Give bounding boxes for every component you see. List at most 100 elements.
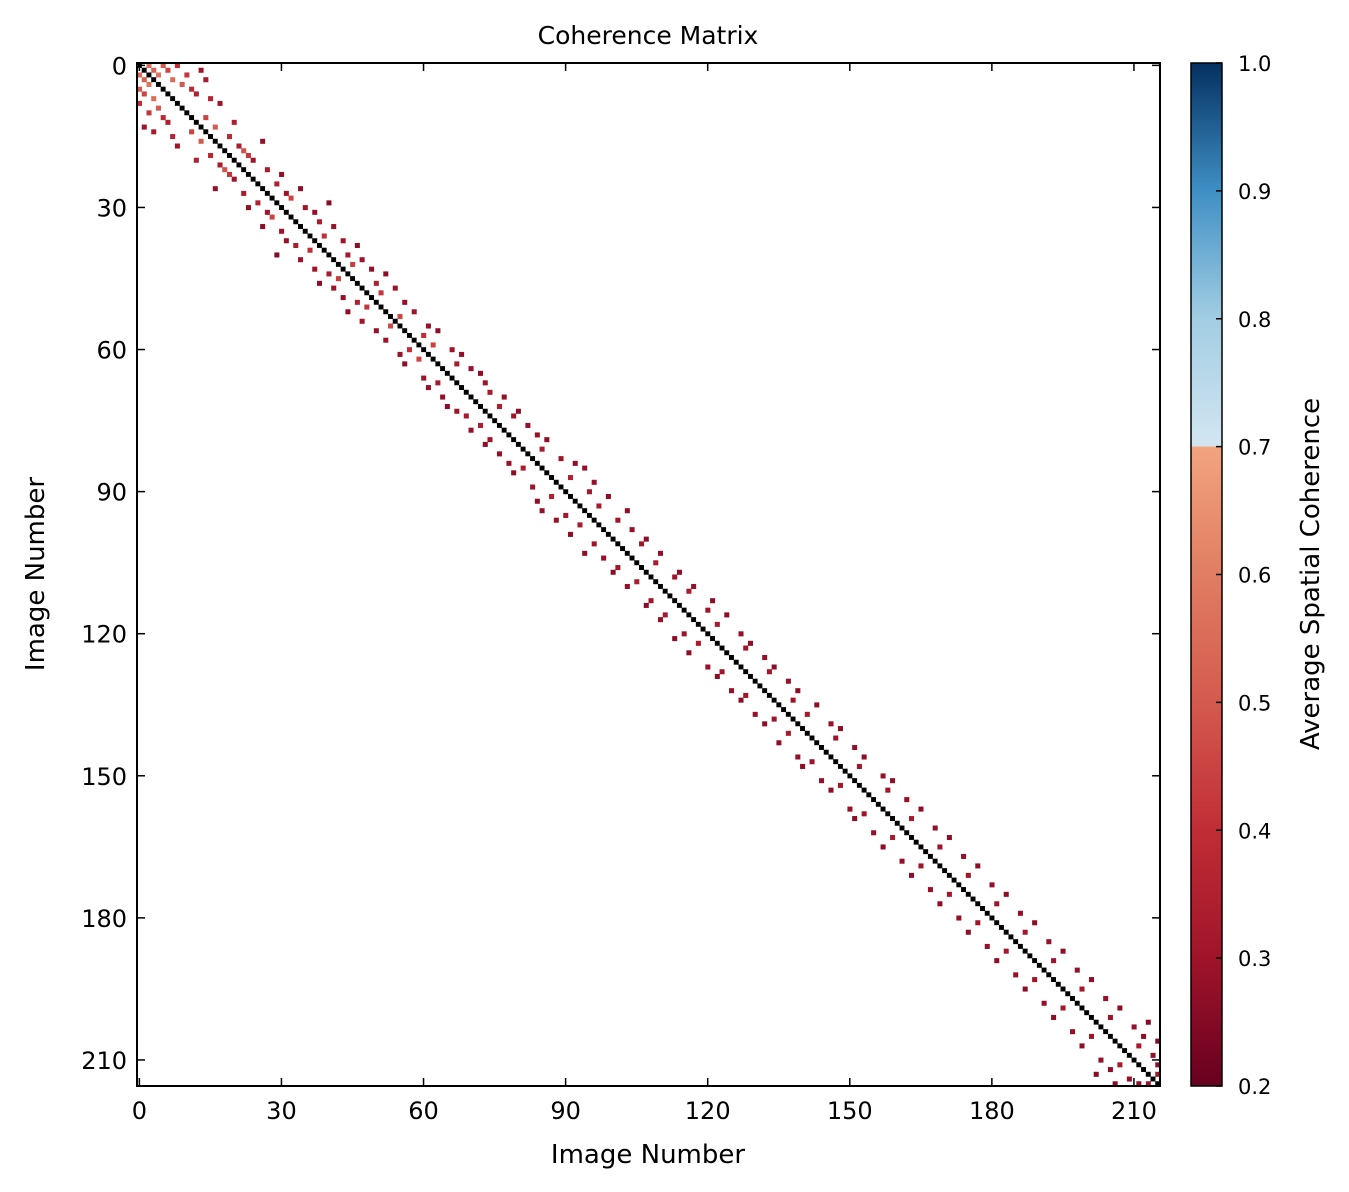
diagonal-cell xyxy=(549,475,554,480)
heatmap-cell xyxy=(459,351,465,357)
heatmap-cell xyxy=(189,129,195,135)
diagonal-cell xyxy=(241,167,247,173)
diagonal-cell xyxy=(151,77,157,83)
heatmap-cell xyxy=(577,522,583,528)
diagonal-cell xyxy=(184,110,190,116)
heatmap-cell xyxy=(222,167,228,173)
x-tick-label: 210 xyxy=(1111,1097,1157,1125)
x-tick-label: 90 xyxy=(550,1097,581,1125)
diagonal-cell xyxy=(1027,953,1033,959)
heatmap-cell xyxy=(170,77,176,83)
diagonal-cell xyxy=(856,782,862,788)
heatmap-cell xyxy=(316,219,323,225)
diagonal-cell xyxy=(1098,1024,1104,1030)
heatmap-cell xyxy=(994,901,1000,907)
heatmap-cell xyxy=(402,361,408,367)
heatmap-cell xyxy=(350,261,356,267)
diagonal-cell xyxy=(890,816,895,821)
diagonal-cell xyxy=(288,214,294,220)
heatmap-cell xyxy=(785,730,791,736)
heatmap-cell xyxy=(572,460,578,466)
heatmap-cell xyxy=(965,872,971,878)
diagonal-cell xyxy=(980,906,985,911)
heatmap-cell xyxy=(137,86,143,92)
heatmap-cell xyxy=(496,451,502,457)
heatmap-cell xyxy=(141,91,147,97)
heatmap-cell xyxy=(406,347,412,353)
heatmap-cell xyxy=(388,323,394,329)
heatmap-cell xyxy=(672,574,678,580)
heatmap-cell xyxy=(340,238,346,244)
diagonal-cell xyxy=(525,451,531,457)
heatmap-cell xyxy=(946,891,952,897)
heatmap-cell xyxy=(198,138,204,144)
heatmap-cell xyxy=(956,915,962,921)
diagonal-cell xyxy=(496,422,502,428)
diagonal-cell xyxy=(1065,991,1071,997)
heatmap-cell xyxy=(776,740,782,746)
heatmap-cell xyxy=(961,853,967,859)
heatmap-cell xyxy=(861,811,867,817)
heatmap-cell xyxy=(392,285,398,291)
heatmap-cell xyxy=(146,63,152,69)
x-tick-label: 120 xyxy=(685,1097,731,1125)
heatmap-cell xyxy=(468,427,474,433)
heatmap-cell xyxy=(151,129,157,135)
heatmap-cell xyxy=(326,200,332,206)
heatmap-cell xyxy=(1112,1081,1118,1087)
heatmap-cell xyxy=(676,569,682,575)
chart-title: Coherence Matrix xyxy=(538,21,759,50)
heatmap-cell xyxy=(544,437,550,443)
diagonal-cell xyxy=(435,361,441,367)
heatmap-cell xyxy=(160,63,166,69)
heatmap-cell xyxy=(686,650,692,656)
heatmap-cell xyxy=(605,493,611,500)
heatmap-cell xyxy=(1145,1019,1151,1025)
heatmap-cell xyxy=(208,152,214,159)
heatmap-cell xyxy=(558,456,564,462)
heatmap-cell xyxy=(245,205,251,211)
diagonal-cell xyxy=(823,749,829,755)
diagonal-cell xyxy=(388,314,393,319)
colorbar-tick-label: 0.3 xyxy=(1238,947,1271,971)
heatmap-cell xyxy=(1074,967,1080,973)
heatmap-cell xyxy=(1107,1067,1113,1073)
heatmap-cell xyxy=(1060,1005,1066,1011)
diagonal-cell xyxy=(1060,986,1066,992)
diagonal-cell xyxy=(1107,1033,1113,1039)
diagonal-cell xyxy=(757,683,763,689)
heatmap-cell xyxy=(643,602,649,608)
y-tick-label: 150 xyxy=(81,763,127,791)
heatmap-cell xyxy=(425,385,431,391)
diagonal-cell xyxy=(316,242,322,248)
heatmap-cell xyxy=(591,479,597,485)
heatmap-cell xyxy=(762,655,768,661)
heatmap-cell xyxy=(378,290,384,296)
diagonal-cell xyxy=(837,763,843,769)
heatmap-cell xyxy=(837,782,843,788)
diagonal-cell xyxy=(1017,943,1023,949)
diagonal-cell xyxy=(591,517,597,523)
heatmap-cells xyxy=(137,63,1161,1087)
diagonal-cell xyxy=(553,479,559,485)
heatmap-cell xyxy=(454,408,460,414)
diagonal-cell xyxy=(1088,1014,1094,1020)
heatmap-cell xyxy=(463,413,469,419)
heatmap-cell xyxy=(871,830,877,836)
diagonal-cell xyxy=(908,834,914,840)
heatmap-cell xyxy=(1070,1029,1076,1035)
diagonal-cell xyxy=(747,673,753,679)
diagonal-cell xyxy=(894,820,900,826)
colorbar-ticks: 0.2 0.3 0.4 0.5 0.6 0.7 0.8 0.9 1.0 xyxy=(1216,52,1271,1099)
diagonal-cell xyxy=(236,162,242,168)
diagonal-cell xyxy=(563,489,569,495)
heatmap-cell xyxy=(615,517,621,523)
diagonal-cell xyxy=(1122,1048,1128,1054)
heatmap-cell xyxy=(828,787,834,793)
diagonal-cell xyxy=(899,825,905,831)
heatmap-cell xyxy=(241,190,247,196)
diagonal-cell xyxy=(255,181,261,187)
diagonal-cell xyxy=(212,138,218,144)
diagonal-cell xyxy=(174,100,180,106)
